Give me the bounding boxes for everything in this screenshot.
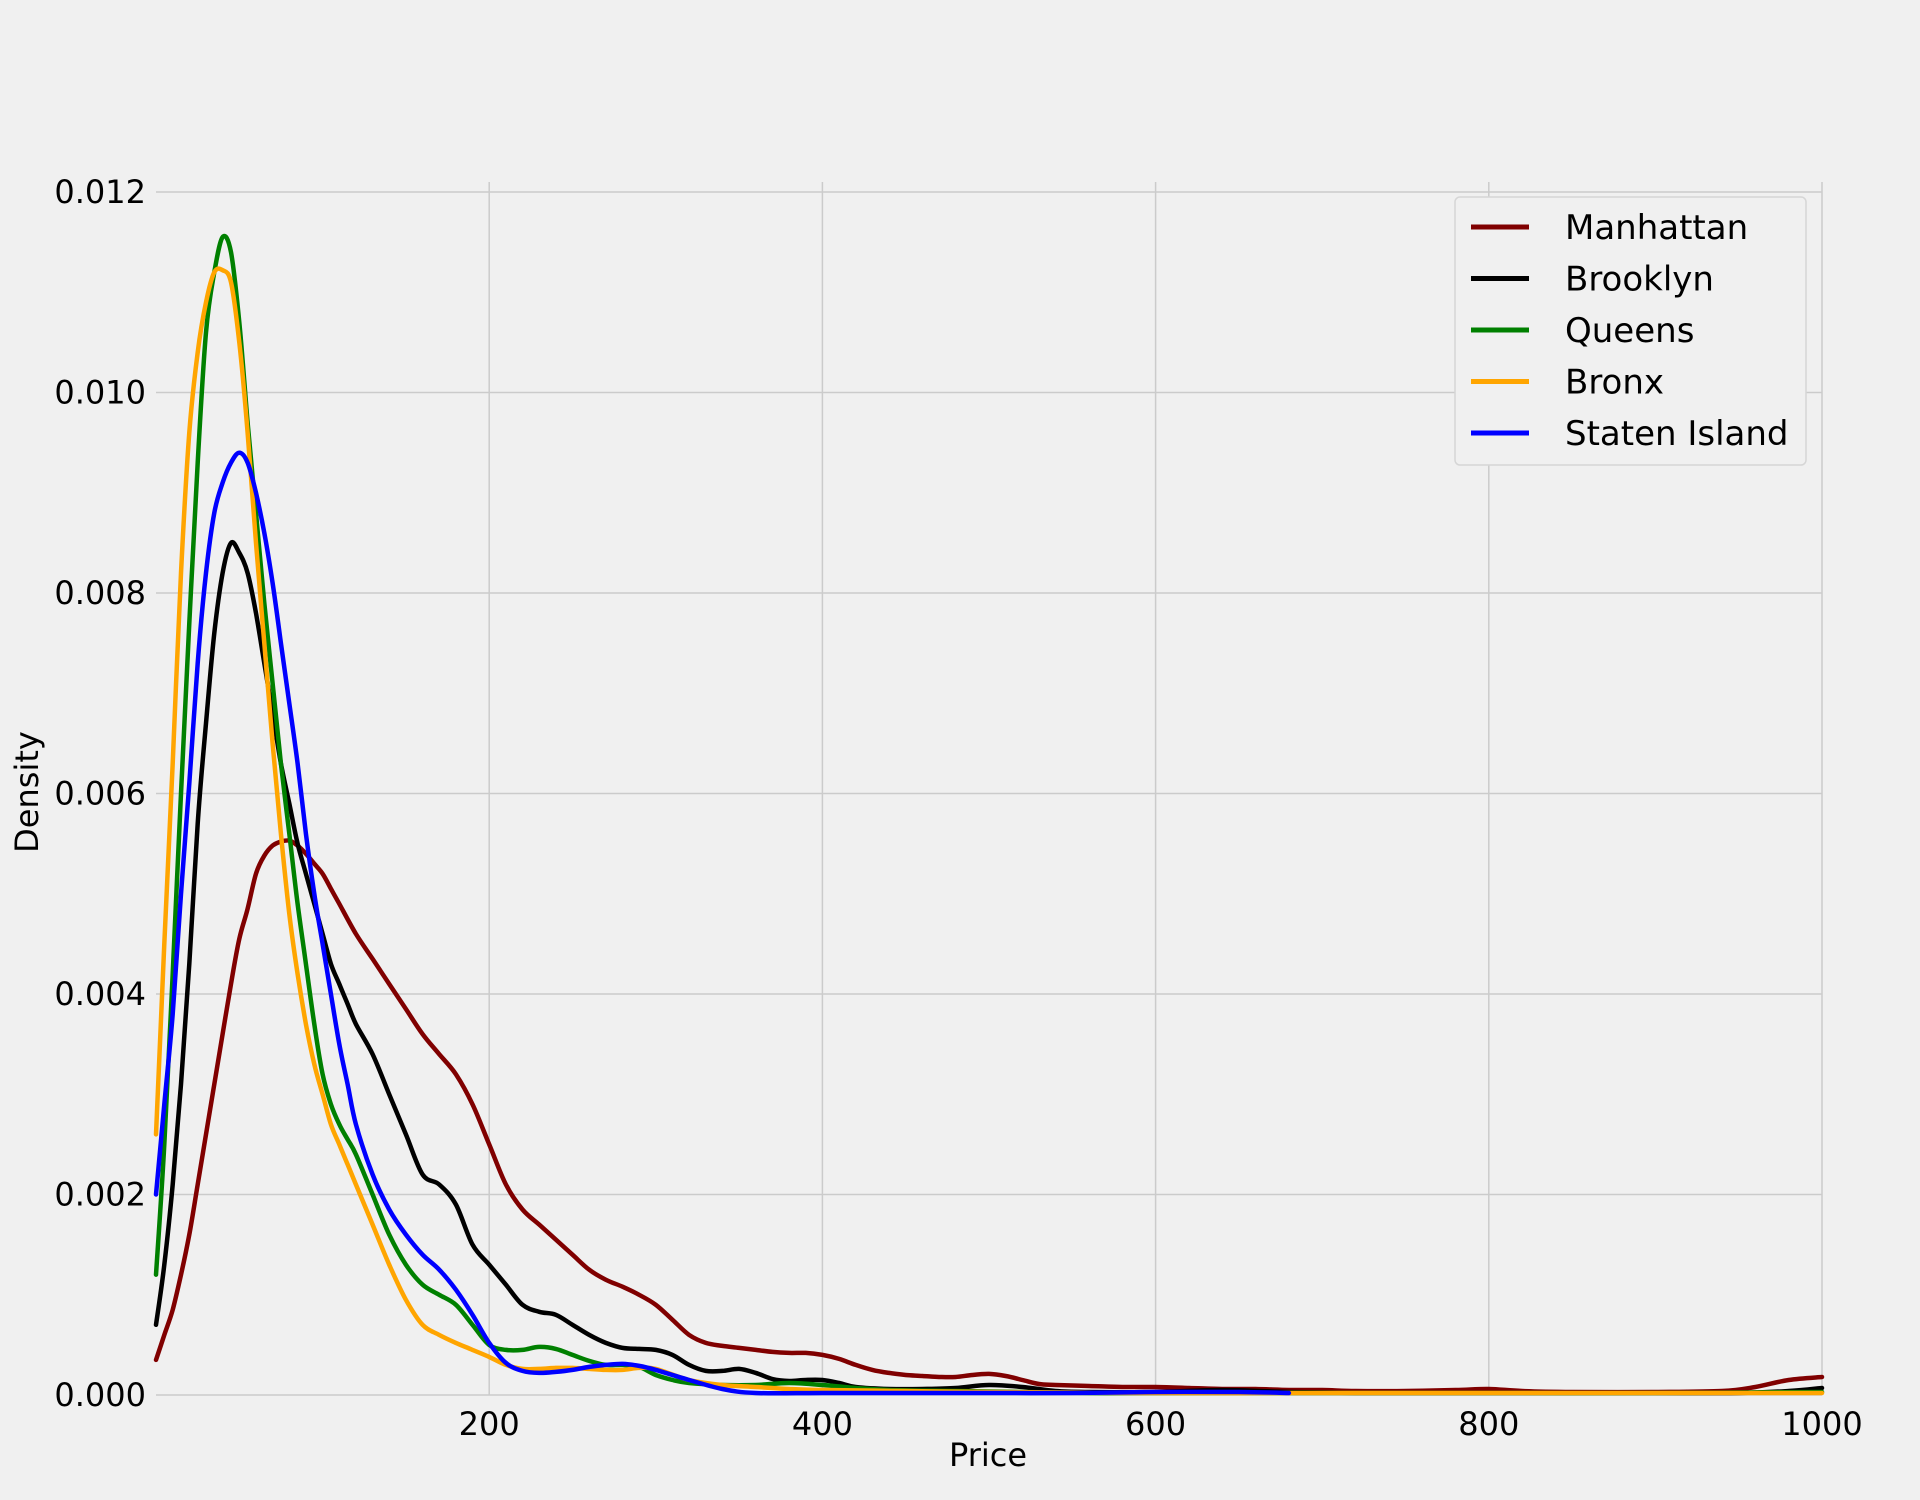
x-tick-label: 400 xyxy=(792,1405,853,1443)
legend-label: Brooklyn xyxy=(1565,260,1714,300)
y-tick-label: 0.008 xyxy=(54,574,146,612)
legend-label: Manhattan xyxy=(1565,208,1748,248)
series-lines xyxy=(153,233,1825,1396)
x-tick-label: 600 xyxy=(1125,1405,1186,1443)
x-axis-label: Price xyxy=(949,1436,1027,1474)
legend-label: Queens xyxy=(1565,311,1694,351)
legend-label: Staten Island xyxy=(1565,414,1789,454)
y-tick-label: 0.012 xyxy=(54,173,146,211)
y-tick-label: 0.004 xyxy=(54,975,146,1013)
y-tick-label: 0.002 xyxy=(54,1176,146,1214)
y-axis-label: Density xyxy=(8,731,46,853)
y-tick-label: 0.006 xyxy=(54,775,146,813)
x-tick-label: 200 xyxy=(459,1405,520,1443)
tick-labels: 200 400 600 800 1000 0.000 0.002 0.004 0.006 0.00… xyxy=(54,173,1862,1443)
y-tick-label: 0.000 xyxy=(54,1376,146,1414)
x-tick-label: 1000 xyxy=(1781,1405,1862,1443)
y-tick-label: 0.010 xyxy=(54,374,146,412)
series-line-bronx xyxy=(153,266,1825,1396)
series-line-staten-island xyxy=(153,450,1292,1396)
x-tick-label: 800 xyxy=(1458,1405,1519,1443)
legend: Manhattan Brooklyn Queens Bronx Staten Islan… xyxy=(1454,196,1807,466)
legend-box xyxy=(1454,196,1807,466)
legend-label: Bronx xyxy=(1565,363,1664,403)
